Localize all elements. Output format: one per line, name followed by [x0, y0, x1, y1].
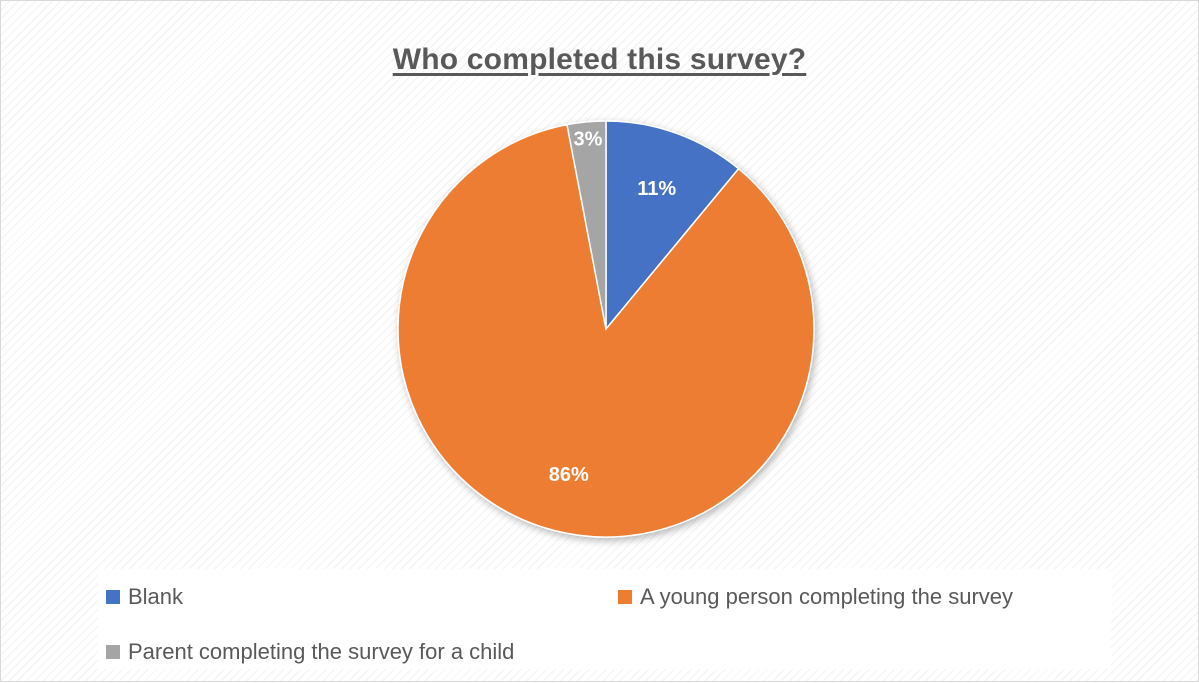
pie-data-labels: 11% 86% 3% [549, 128, 677, 486]
pie-slice-0 [605, 120, 740, 332]
pie-slices [397, 120, 815, 538]
legend-swatch-blank [106, 590, 120, 604]
pie-data-label-1: 86% [549, 464, 589, 486]
legend-label-parent: Parent completing the survey for a child [128, 639, 515, 664]
pie-slice-2 [566, 120, 607, 330]
legend-item-young-person: A young person completing the survey [618, 584, 1013, 610]
legend-label-blank: Blank [128, 584, 184, 609]
legend: Blank A young person completing the surv… [98, 569, 1111, 669]
legend-swatch-parent [106, 645, 120, 659]
pie-data-label-2: 3% [574, 128, 603, 150]
legend-label-young-person: A young person completing the survey [640, 584, 1014, 609]
legend-item-parent: Parent completing the survey for a child [106, 639, 514, 665]
chart-title: Who completed this survey? [392, 43, 807, 76]
legend-swatch-young-person [618, 590, 632, 604]
legend-item-blank: Blank [106, 584, 183, 610]
pie-slice-1 [397, 123, 815, 538]
pie-data-label-0: 11% [637, 178, 676, 200]
